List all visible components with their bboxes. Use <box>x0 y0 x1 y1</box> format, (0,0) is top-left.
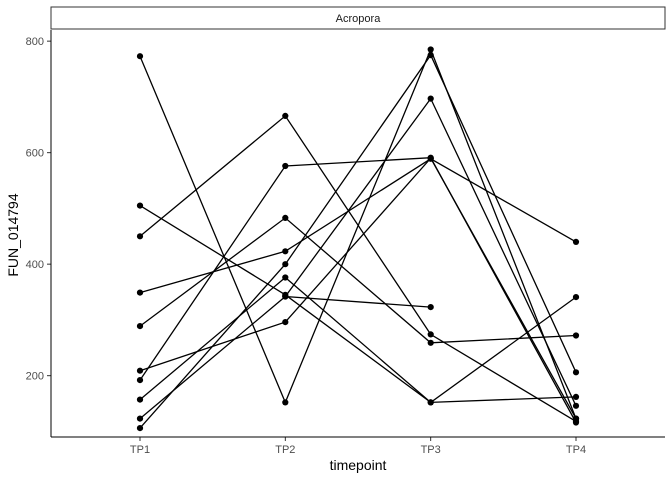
data-point <box>136 396 144 403</box>
x-tick-label: TP3 <box>421 444 441 456</box>
data-point <box>572 369 580 376</box>
y-tick-label: 200 <box>26 371 44 383</box>
plot-panel <box>51 30 665 437</box>
data-point <box>282 162 289 170</box>
series-line <box>139 205 577 404</box>
series-7 <box>136 154 580 426</box>
data-point <box>427 154 434 161</box>
data-point <box>136 202 144 209</box>
data-point <box>572 393 580 400</box>
series-line <box>139 97 577 420</box>
data-point <box>282 261 289 268</box>
data-point <box>282 248 289 255</box>
series-layer <box>136 46 580 432</box>
data-point <box>136 323 144 330</box>
x-tick-label: TP2 <box>275 444 295 456</box>
x-tick-label: TP4 <box>566 444 586 456</box>
data-point <box>282 112 289 119</box>
data-point <box>572 332 580 339</box>
series-11 <box>282 293 434 311</box>
x-axis: TP1 TP2 TP3 TP4 <box>130 437 586 456</box>
facet-strip <box>50 6 666 30</box>
series-line <box>139 157 577 423</box>
data-point <box>427 95 434 102</box>
data-point <box>572 419 580 426</box>
data-point <box>136 425 144 432</box>
x-axis-title: timepoint <box>330 457 387 473</box>
y-tick-label: 400 <box>26 259 44 271</box>
data-point <box>427 399 434 406</box>
data-point <box>427 304 434 311</box>
y-axis: 200 400 600 800 <box>26 36 51 383</box>
data-point <box>427 46 434 53</box>
data-point <box>572 402 580 409</box>
x-tick-label: TP1 <box>130 444 150 456</box>
data-point <box>427 339 434 346</box>
series-8 <box>136 274 580 406</box>
data-point <box>427 331 434 338</box>
data-point <box>282 293 289 300</box>
facet-label: Acropora <box>336 13 382 25</box>
data-point <box>136 367 144 374</box>
data-point <box>282 399 289 406</box>
data-point <box>572 238 580 245</box>
y-axis-title: FUN_014794 <box>5 193 21 276</box>
data-point <box>136 233 144 240</box>
data-point <box>282 274 289 281</box>
series-line <box>285 295 431 308</box>
data-point <box>282 214 289 221</box>
data-point <box>572 294 580 301</box>
data-point <box>136 289 144 296</box>
series-10 <box>136 52 580 432</box>
data-point <box>136 415 144 422</box>
data-point <box>282 319 289 326</box>
data-point <box>136 53 144 60</box>
series-line <box>139 53 577 429</box>
y-tick-label: 800 <box>26 36 44 48</box>
y-tick-label: 600 <box>26 148 44 160</box>
series-line <box>139 276 577 404</box>
data-point <box>136 377 144 384</box>
data-point <box>427 52 434 59</box>
series-line <box>139 114 577 422</box>
